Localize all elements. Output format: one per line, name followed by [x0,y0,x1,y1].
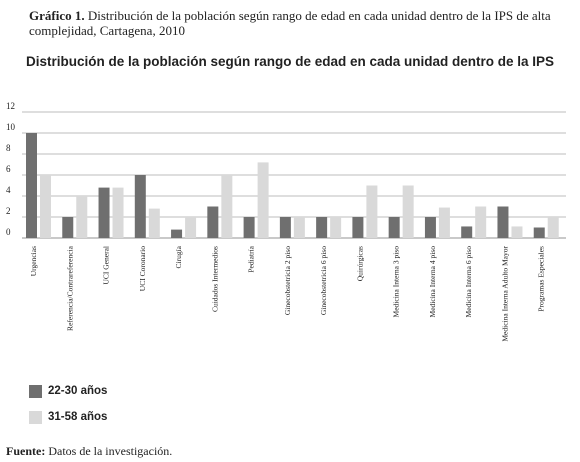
y-tick-label: 10 [6,122,16,132]
x-tick-label: Cuidados Intermedios [210,246,219,312]
y-tick-label: 6 [6,164,11,174]
source-text: Datos de la investigación. [48,444,173,458]
bar-2 [475,206,487,238]
bar-1 [243,217,255,238]
bar-2 [366,185,378,238]
legend-item-series-2: 31-58 años [29,409,107,425]
legend-label-series-1: 22-30 años [48,385,108,397]
x-tick-label: Referencia/Contrareferencia [65,245,74,331]
source-label: Fuente: [6,444,46,458]
y-tick-label: 0 [6,227,11,237]
x-tick-label: Programas Especiales [537,246,546,312]
legend-label-series-2: 31-58 años [48,411,108,423]
x-tick-label: Quirúrgicas [355,246,364,281]
x-tick-label: UCI General [102,246,111,285]
x-tick-label: Medicina Interna 4 piso [428,246,437,318]
caption-label: Gráfico 1. [29,8,85,23]
bar-2 [330,217,342,238]
bar-2 [402,185,414,238]
x-tick-label: Pediatría [247,245,256,272]
x-tick-label: Medicina Interna Adulto Mayor [500,246,509,342]
bar-1 [26,133,37,238]
bar-1 [461,226,473,238]
bar-1 [171,229,183,238]
chart-area: Distribución de la población según rango… [0,48,580,428]
x-tick-label: Medicina Interna 3 piso [392,246,401,318]
bar-2 [511,226,523,238]
bar-1 [279,217,291,238]
x-tick-label: Medicina Interna 6 piso [464,246,473,318]
legend-item-series-1: 22-30 años [29,383,107,399]
y-tick-label: 12 [6,101,15,111]
bar-2 [40,175,51,238]
y-tick-label: 2 [6,206,11,216]
legend-swatch-series-1 [29,384,42,398]
bar-2 [293,217,305,238]
x-tick-label: Urgencias [29,246,38,276]
bar-1 [497,206,509,238]
bar-2 [438,207,450,238]
y-tick-label: 4 [6,185,11,195]
caption-text: Distribución de la población según rango… [29,8,551,38]
x-tick-label: Ginecobstetricia 2 piso [283,246,292,315]
bar-1 [388,217,400,238]
bar-1 [62,217,74,238]
bar-2 [148,208,160,238]
figure-caption: Gráfico 1. Distribución de la población … [29,8,569,38]
bar-1 [207,206,219,238]
bar-2 [112,187,124,238]
bar-1 [533,227,545,238]
bar-1 [316,217,328,238]
x-tick-label: Cirugía [174,245,183,268]
y-tick-label: 8 [6,143,11,153]
bar-2 [257,162,269,238]
bar-1 [134,175,146,238]
legend: 22-30 años 31-58 años [29,383,107,435]
bar-1 [98,187,110,238]
x-tick-label: UCI Coronario [138,246,147,291]
legend-swatch-series-2 [29,410,42,424]
bar-1 [352,217,364,238]
bar-2 [547,217,559,238]
bar-2 [76,196,88,238]
bar-2 [185,217,197,238]
source-note: Fuente: Datos de la investigación. [6,444,172,459]
chart-title: Distribución de la población según rango… [25,54,555,69]
x-tick-label: Ginecobstetricia 6 piso [319,246,328,315]
bar-1 [424,217,436,238]
bar-2 [221,175,233,238]
bar-chart: 0 2 4 6 8 10 12 Urgencias Referencia/Contrarefer… [6,101,566,342]
